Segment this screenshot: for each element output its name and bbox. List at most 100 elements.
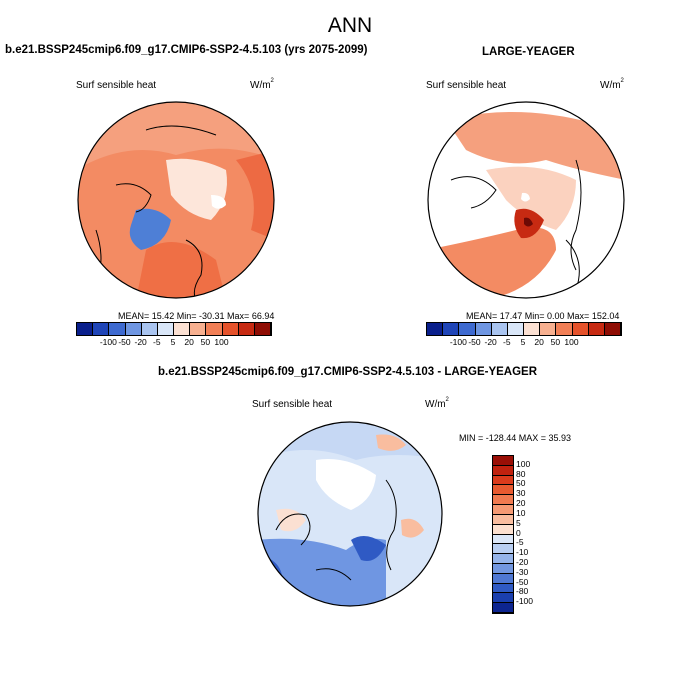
panel1-warm-field: [136, 242, 226, 298]
panel1-northern-field: [78, 102, 274, 170]
panel3-coast-c: [315, 568, 352, 581]
panel1-colorbar: [76, 322, 272, 336]
colorbar-swatch: [493, 583, 513, 594]
panel2-variable: Surf sensible heat: [426, 80, 507, 91]
colorbar-swatch: [77, 323, 94, 335]
colorbar-swatch: [493, 505, 513, 515]
colorbar-tick-label: 50: [516, 478, 526, 489]
colorbar-swatch: [588, 323, 605, 335]
colorbar-swatch: [493, 524, 513, 535]
panel2-coast-b: [570, 159, 582, 271]
panel1-colorbar-ticks: -100 -50 -20 -5 5 20 50 100: [76, 337, 270, 349]
colorbar-swatch: [427, 323, 444, 335]
panel2-units: W/m2: [600, 78, 624, 91]
panel2-hotspot-core: [524, 217, 533, 227]
panel3-negative-band: [264, 557, 283, 597]
colorbar-swatch: [493, 593, 513, 604]
colorbar-swatch: [493, 495, 513, 506]
colorbar-swatch: [524, 323, 541, 335]
colorbar-tick-label: -5: [503, 337, 511, 347]
colorbar-swatch: [604, 323, 622, 335]
colorbar-swatch: [540, 323, 557, 335]
panel3-strong-negative: [351, 536, 386, 561]
colorbar-swatch: [190, 323, 207, 335]
colorbar-tick-label: 5: [516, 517, 521, 528]
colorbar-tick-label: 100: [214, 337, 229, 347]
panel3-title: b.e21.BSSP245cmip6.f09_g17.CMIP6-SSP2-4.…: [158, 366, 538, 378]
panel2-stats: MEAN= 17.47 Min= 0.00 Max= 152.04: [466, 311, 620, 321]
panel2-colorbar-ticks: -100 -50 -20 -5 5 20 50 100: [426, 337, 620, 349]
colorbar-swatch: [493, 465, 513, 476]
panel1-coast-d: [145, 125, 217, 136]
panel1-atlantic-field: [236, 150, 274, 240]
colorbar-tick-label: 100: [516, 458, 531, 469]
colorbar-swatch: [157, 323, 175, 335]
colorbar-tick-label: 30: [516, 488, 526, 499]
panel2-coast-a: [450, 176, 497, 209]
colorbar-swatch: [109, 323, 126, 335]
panel3-map-border: [257, 421, 443, 607]
colorbar-tick-label: -20: [134, 337, 147, 347]
colorbar-tick-label: -30: [516, 566, 529, 577]
panel1-map: [77, 101, 275, 299]
colorbar-tick-label: -100: [99, 337, 117, 347]
colorbar-swatch: [493, 573, 513, 584]
panel1-stats: MEAN= 15.42 Min= -30.31 Max= 66.94: [118, 311, 275, 321]
colorbar-swatch: [493, 456, 513, 466]
panel3-warm-patch-b: [376, 434, 406, 451]
panel1-variable: Surf sensible heat: [76, 80, 157, 91]
colorbar-tick-label: -50: [468, 337, 481, 347]
panel1-units: W/m2: [250, 78, 274, 91]
panel1-map-border: [77, 101, 275, 299]
panel1-title: b.e21.BSSP245cmip6.f09_g17.CMIP6-SSP2-4.…: [5, 44, 368, 56]
colorbar-tick-label: 20: [184, 337, 194, 347]
colorbar-tick-label: 5: [520, 337, 526, 347]
colorbar-tick-label: 5: [170, 337, 176, 347]
panel1-arctic-ice: [166, 158, 227, 220]
colorbar-swatch: [125, 323, 142, 335]
panel1-coast-c: [185, 239, 203, 298]
panel3-map: [257, 421, 443, 607]
panel2-title: LARGE-YEAGER: [482, 46, 575, 58]
panel3-stats: MIN = -128.44 MAX = 35.93: [459, 433, 572, 443]
colorbar-swatch: [174, 323, 191, 335]
colorbar-tick-label: 80: [516, 468, 526, 479]
panel2-arctic-field: [486, 166, 576, 230]
colorbar-swatch: [493, 514, 513, 525]
colorbar-tick-label: -50: [516, 576, 529, 587]
colorbar-swatch: [491, 323, 508, 335]
colorbar-tick-label: 100: [564, 337, 579, 347]
panel3-colorbar: [492, 455, 514, 614]
colorbar-tick-label: -100: [449, 337, 467, 347]
colorbar-swatch: [222, 323, 239, 335]
colorbar-swatch: [206, 323, 223, 335]
colorbar-swatch: [238, 323, 255, 335]
colorbar-swatch: [493, 554, 513, 564]
colorbar-tick-label: 20: [534, 337, 544, 347]
panel2-northern-field: [446, 112, 624, 180]
colorbar-tick-label: 10: [516, 507, 526, 518]
colorbar-swatch: [493, 485, 513, 496]
panel2-colorbar: [426, 322, 622, 336]
colorbar-swatch: [572, 323, 589, 335]
panel1-pole-hole: [211, 195, 226, 209]
colorbar-swatch: [475, 323, 492, 335]
colorbar-swatch: [493, 603, 513, 613]
colorbar-tick-label: 50: [550, 337, 561, 347]
colorbar-tick-label: 0: [516, 527, 521, 538]
panel3-masked-arctic: [316, 459, 376, 510]
panel2-map-border: [427, 101, 625, 299]
colorbar-tick-label: -5: [516, 537, 524, 548]
colorbar-tick-label: -10: [516, 547, 529, 558]
colorbar-swatch: [93, 323, 110, 335]
panel3-coast-b: [385, 479, 397, 571]
panel3-variable: Surf sensible heat: [252, 399, 333, 410]
colorbar-tick-label: -100: [516, 596, 534, 607]
colorbar-swatch: [459, 323, 476, 335]
panel3-units: W/m2: [425, 397, 449, 410]
colorbar-swatch: [493, 563, 513, 574]
colorbar-tick-label: 20: [516, 498, 526, 509]
colorbar-tick-label: 50: [200, 337, 211, 347]
panel3-warm-patch-c: [401, 518, 424, 538]
colorbar-swatch: [507, 323, 525, 335]
